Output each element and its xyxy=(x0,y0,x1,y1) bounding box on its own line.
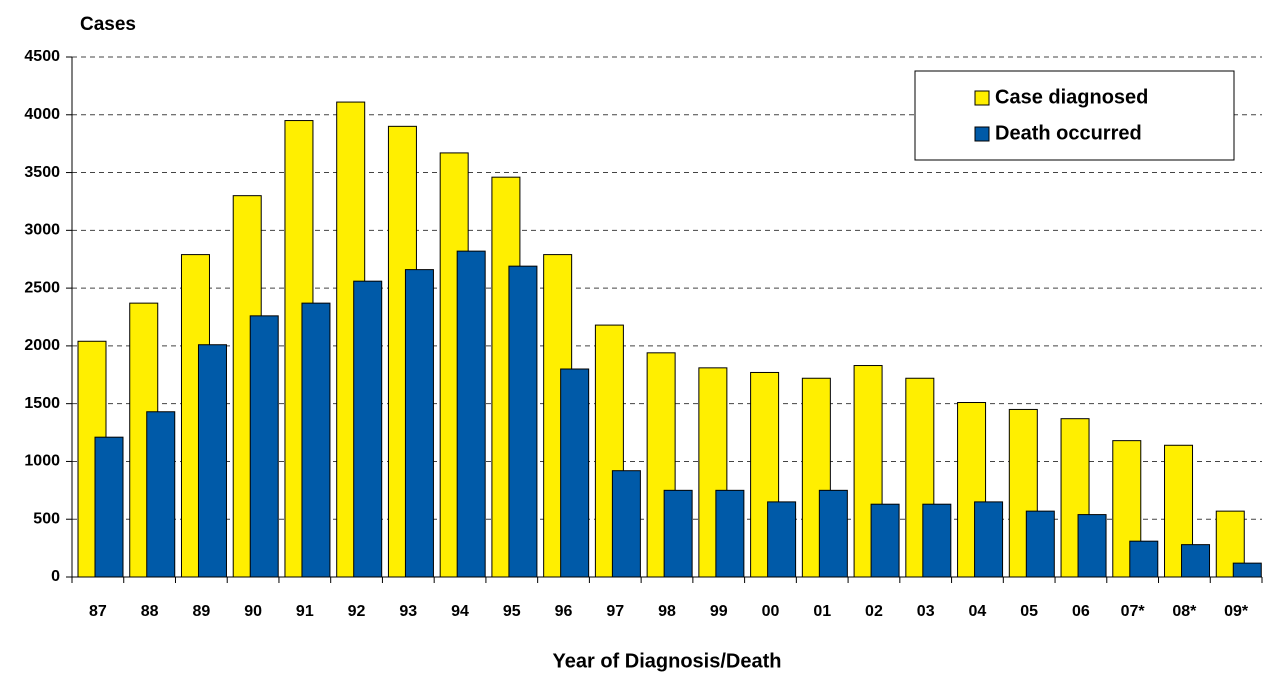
bar xyxy=(715,489,745,578)
bar xyxy=(94,436,124,578)
x-tick-label: 90 xyxy=(244,603,262,620)
x-tick-label: 94 xyxy=(451,603,469,620)
bar xyxy=(301,302,331,578)
y-tick-label: 500 xyxy=(33,510,60,527)
x-tick-label: 04 xyxy=(969,603,987,620)
bar xyxy=(249,315,279,578)
x-tick-label: 03 xyxy=(917,603,935,620)
y-tick-label: 4500 xyxy=(24,48,60,65)
x-tick-label: 93 xyxy=(399,603,417,620)
x-tick-label: 08* xyxy=(1172,603,1197,620)
legend-box xyxy=(914,70,1235,161)
y-tick-label: 4000 xyxy=(24,106,60,123)
bar xyxy=(146,411,176,578)
bar xyxy=(1181,544,1211,578)
x-axis-title: Year of Diagnosis/Death xyxy=(553,650,782,672)
x-tick-label: 07* xyxy=(1121,603,1146,620)
x-tick-label: 02 xyxy=(865,603,883,620)
x-tick-label: 88 xyxy=(141,603,159,620)
y-tick-label: 2500 xyxy=(24,279,60,296)
bar xyxy=(1025,510,1055,578)
x-tick-label: 96 xyxy=(555,603,573,620)
bar xyxy=(922,503,952,578)
bar xyxy=(870,503,900,578)
bar xyxy=(404,269,434,578)
y-tick-label: 0 xyxy=(51,568,60,585)
y-tick-label: 3000 xyxy=(24,222,60,239)
x-tick-label: 05 xyxy=(1020,603,1038,620)
x-tick-label: 91 xyxy=(296,603,314,620)
y-axis-title: Cases xyxy=(80,14,136,35)
bar xyxy=(974,501,1004,578)
bar xyxy=(456,250,486,578)
y-tick-label: 2000 xyxy=(24,337,60,354)
legend-swatch xyxy=(974,90,990,106)
bar xyxy=(353,280,383,578)
bar xyxy=(1077,514,1107,578)
bar xyxy=(611,470,641,578)
bar xyxy=(1129,540,1159,578)
bar xyxy=(197,344,227,578)
bar xyxy=(560,368,590,578)
legend-swatch xyxy=(974,126,990,142)
bar xyxy=(663,489,693,578)
x-tick-label: 92 xyxy=(348,603,366,620)
y-tick-label: 1000 xyxy=(24,453,60,470)
bar xyxy=(767,501,797,578)
bar xyxy=(1232,562,1262,578)
x-tick-label: 89 xyxy=(192,603,210,620)
x-tick-label: 01 xyxy=(813,603,831,620)
x-tick-label: 99 xyxy=(710,603,728,620)
x-tick-label: 87 xyxy=(89,603,107,620)
bar xyxy=(508,265,538,578)
legend-label: Death occurred xyxy=(995,122,1142,144)
x-tick-label: 09* xyxy=(1224,603,1249,620)
bar xyxy=(818,489,848,578)
y-tick-label: 3500 xyxy=(24,164,60,181)
x-tick-label: 95 xyxy=(503,603,521,620)
x-tick-label: 00 xyxy=(762,603,780,620)
x-tick-label: 06 xyxy=(1072,603,1090,620)
legend-label: Case diagnosed xyxy=(995,86,1148,108)
y-tick-label: 1500 xyxy=(24,395,60,412)
x-tick-label: 97 xyxy=(606,603,624,620)
x-tick-label: 98 xyxy=(658,603,676,620)
